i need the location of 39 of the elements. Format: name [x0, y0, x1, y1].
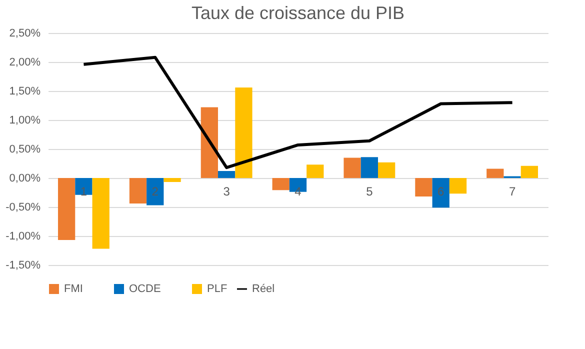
- bar: [58, 178, 76, 240]
- legend-label: FMI: [64, 283, 83, 295]
- y-tick-label: -1,50%: [6, 260, 41, 272]
- y-tick-label: 1,50%: [9, 86, 41, 98]
- line-series: [82, 56, 514, 170]
- y-tick-label: 0,50%: [9, 144, 41, 156]
- bar: [486, 168, 504, 178]
- bar: [432, 178, 450, 208]
- bar: [200, 107, 218, 178]
- bar: [164, 178, 181, 182]
- bar: [520, 166, 538, 178]
- bar: [344, 158, 361, 178]
- bar: [378, 162, 396, 178]
- bar: [218, 171, 236, 178]
- y-tick-label: 2,50%: [9, 28, 41, 40]
- y-tick-label: -1,00%: [6, 230, 41, 242]
- bar: [306, 164, 324, 178]
- x-tick-label: 4: [294, 184, 302, 198]
- legend-label: Réel: [252, 283, 275, 295]
- y-tick-label: 0,00%: [9, 172, 41, 184]
- x-tick-label: 5: [366, 184, 374, 198]
- legend-label: OCDE: [129, 283, 161, 295]
- bar: [449, 178, 467, 194]
- y-tick-label: -0,50%: [6, 202, 41, 214]
- chart-title: Taux de croissance du PIB: [191, 3, 405, 23]
- bar: [360, 157, 378, 178]
- x-tick-label: 7: [508, 184, 516, 198]
- x-tick-label: 2: [152, 184, 159, 198]
- bar: [92, 178, 110, 249]
- bar: [415, 178, 432, 197]
- x-tick-label: 6: [438, 184, 445, 198]
- y-tick-label: 1,00%: [9, 114, 41, 126]
- bar: [272, 178, 290, 190]
- x-tick-label: 3: [223, 184, 230, 198]
- bar: [235, 88, 252, 178]
- legend-label: PLF: [207, 283, 228, 295]
- y-tick-label: 2,00%: [9, 56, 41, 68]
- bar: [129, 178, 147, 204]
- bar: [146, 178, 164, 206]
